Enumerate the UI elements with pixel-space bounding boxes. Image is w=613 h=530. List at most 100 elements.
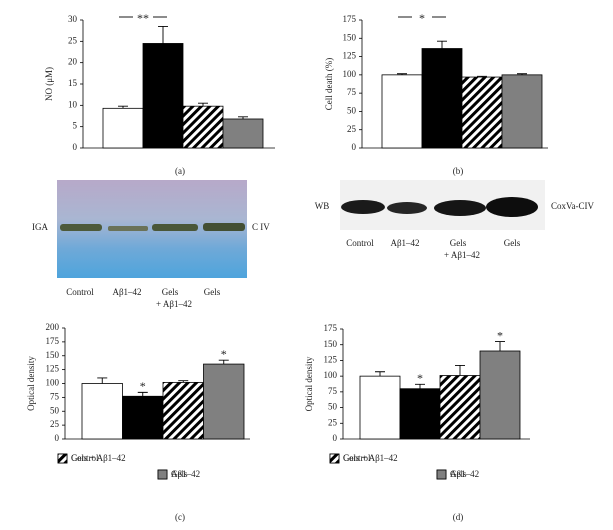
bar	[81, 383, 123, 440]
bar	[359, 375, 401, 440]
legend-swatch	[57, 453, 68, 464]
significance-star: *	[221, 347, 227, 361]
y-tick-label: 50	[50, 405, 60, 415]
error-bar	[397, 73, 407, 75]
y-tick-label: 0	[55, 433, 60, 443]
legend-label: Gels + Aβ1–42	[343, 453, 398, 463]
blot-right-label: CoxVa-CIV	[551, 201, 594, 211]
error-bar	[437, 40, 447, 49]
y-tick-label: 100	[324, 370, 338, 380]
bar	[399, 388, 441, 440]
blot-right-label: C IV	[252, 222, 270, 232]
lane-label: Control	[66, 287, 94, 297]
error-bar	[495, 341, 505, 351]
y-axis-label: Optical density	[304, 356, 314, 411]
y-tick-label: 125	[343, 51, 357, 61]
legend-label: Aβ1–42	[171, 469, 200, 479]
panel-label: (a)	[175, 166, 185, 176]
bar	[182, 105, 224, 149]
lane-label: Gels	[450, 238, 467, 248]
y-tick-label: 50	[328, 402, 338, 412]
y-tick-label: 100	[343, 69, 357, 79]
error-bar	[238, 116, 248, 119]
legend-label: Control	[71, 453, 99, 463]
y-axis-label: NO (μM)	[44, 67, 54, 101]
legend-label: Gels	[450, 469, 467, 479]
legend-swatch	[329, 453, 340, 464]
legend-label: Gels	[171, 469, 188, 479]
y-tick-label: 175	[46, 336, 60, 346]
lane-label: Gels	[162, 287, 179, 297]
y-tick-label: 150	[324, 339, 338, 349]
y-tick-label: 25	[50, 419, 60, 429]
error-bar	[97, 377, 108, 384]
lane-label: Control	[346, 238, 374, 248]
panel-label: (b)	[453, 166, 464, 176]
bar	[102, 107, 144, 149]
y-tick-label: 0	[352, 142, 357, 152]
bar	[479, 350, 521, 440]
lane-label: Gels	[204, 287, 221, 297]
bracket-label: **	[137, 11, 149, 25]
y-tick-label: 200	[46, 322, 60, 332]
y-tick-label: 125	[46, 364, 60, 374]
bar	[421, 48, 463, 149]
legend-label: Aβ1–42	[450, 469, 479, 479]
y-tick-label: 50	[347, 105, 357, 115]
significance-star: *	[417, 371, 423, 385]
y-tick-label: 75	[50, 391, 60, 401]
y-tick-label: 25	[347, 124, 357, 134]
error-bar	[178, 380, 189, 383]
y-tick-label: 125	[324, 354, 338, 364]
y-tick-label: 10	[68, 99, 78, 109]
y-axis-label: Cell death (%)	[324, 58, 334, 110]
bar	[439, 375, 481, 440]
bar	[222, 118, 264, 149]
y-tick-label: 0	[333, 433, 338, 443]
panel-label: (c)	[175, 512, 185, 522]
bar	[501, 74, 543, 149]
y-tick-label: 25	[68, 35, 78, 45]
error-bar	[218, 359, 229, 365]
lane-label: + Aβ1–42	[156, 299, 192, 309]
y-tick-label: 150	[343, 32, 357, 42]
y-tick-label: 100	[46, 378, 60, 388]
bracket-label: *	[419, 11, 425, 25]
y-tick-label: 75	[347, 87, 357, 97]
error-bar	[477, 75, 487, 78]
gel-image	[57, 180, 247, 278]
western-blot-image	[340, 180, 545, 230]
blot-left-label: IGA	[32, 222, 48, 232]
error-bar	[118, 105, 128, 109]
y-tick-label: 150	[46, 350, 60, 360]
bar	[142, 43, 184, 149]
legend-label: Gels + Aβ1–42	[71, 453, 126, 463]
bar	[461, 76, 503, 149]
error-bar	[375, 371, 385, 377]
lane-label: Aβ1–42	[112, 287, 141, 297]
y-tick-label: 0	[73, 142, 78, 152]
significance-star: *	[497, 328, 503, 342]
error-bar	[158, 25, 168, 44]
error-bar	[517, 73, 527, 75]
y-tick-label: 20	[68, 57, 78, 67]
panel-label: (d)	[453, 512, 464, 522]
error-bar	[415, 383, 425, 389]
y-tick-label: 15	[68, 78, 78, 88]
blot-left-label: WB	[315, 201, 330, 211]
error-bar	[455, 365, 465, 376]
bar	[203, 363, 245, 440]
y-tick-label: 25	[328, 417, 338, 427]
bar	[162, 381, 204, 440]
error-bar	[137, 391, 148, 397]
legend-label: Control	[343, 453, 371, 463]
lane-label: Aβ1–42	[390, 238, 419, 248]
y-tick-label: 175	[324, 323, 338, 333]
y-tick-label: 30	[68, 14, 78, 24]
error-bar	[198, 102, 208, 107]
lane-label: + Aβ1–42	[444, 250, 480, 260]
lane-label: Gels	[504, 238, 521, 248]
y-tick-label: 175	[343, 14, 357, 24]
significance-star: *	[140, 379, 146, 393]
